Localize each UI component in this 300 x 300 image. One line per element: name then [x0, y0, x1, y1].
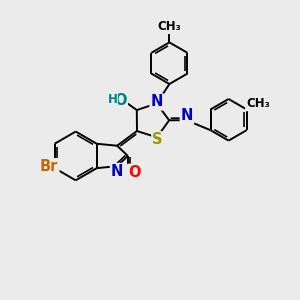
Text: S: S [152, 132, 163, 147]
Text: O: O [114, 93, 127, 108]
Text: N: N [181, 108, 193, 123]
Text: Br: Br [40, 159, 59, 174]
Text: CH₃: CH₃ [158, 20, 181, 33]
Text: N: N [151, 94, 163, 110]
Text: O: O [128, 165, 141, 180]
Text: CH₃: CH₃ [246, 97, 270, 110]
Text: H: H [107, 93, 117, 106]
Text: N: N [111, 164, 123, 179]
